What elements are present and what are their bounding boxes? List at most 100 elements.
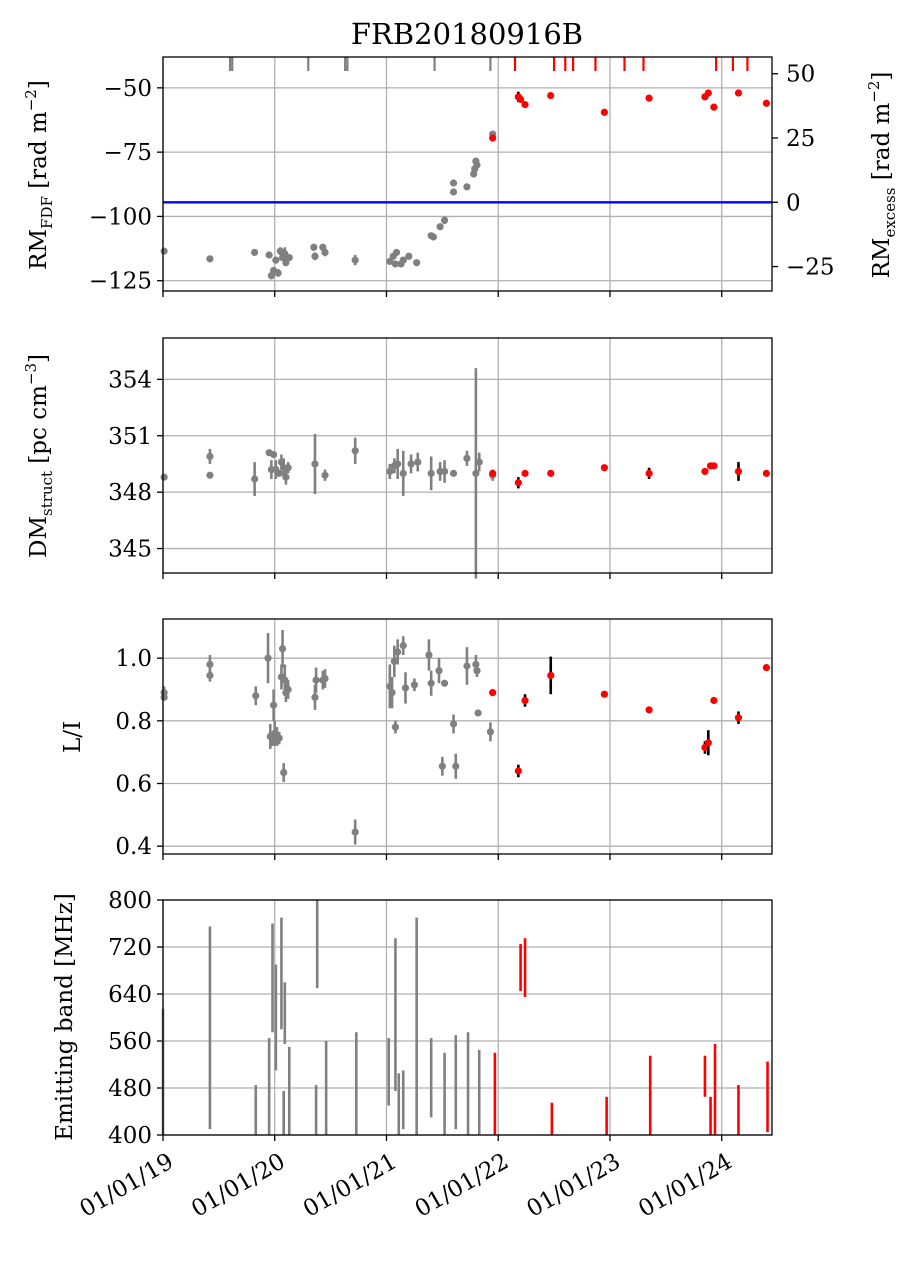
data-point-after xyxy=(704,739,712,747)
data-point-before xyxy=(251,248,259,257)
y-tick-label: −50 xyxy=(103,76,152,102)
chart-title: FRB20180916B xyxy=(351,17,583,51)
data-point-before xyxy=(440,467,449,476)
data-point-before xyxy=(391,723,400,731)
data-point-before xyxy=(414,458,422,466)
data-point-before xyxy=(449,720,458,728)
x-tick-label: 01/01/24 xyxy=(634,1149,736,1223)
data-point-after xyxy=(547,469,555,477)
data-point-before xyxy=(270,701,278,709)
data-point-before xyxy=(311,460,319,468)
dm-label-unit: [pc cm xyxy=(26,385,52,471)
rm-panel: −50 −75 −100 −125 50 25 0 −25 xyxy=(89,56,835,297)
li-axis-label: L/I xyxy=(60,721,86,753)
data-point-after xyxy=(514,479,522,487)
data-point-before xyxy=(321,248,329,257)
band-panel: 800 720 640 560 480 400 xyxy=(108,888,773,1149)
data-point-before xyxy=(206,660,214,669)
data-point-after xyxy=(704,89,712,97)
data-point-before xyxy=(251,475,259,483)
data-point-before xyxy=(463,662,471,670)
data-point-after xyxy=(762,99,771,107)
data-point-before xyxy=(321,471,329,479)
dm-panel: 354 351 348 345 xyxy=(108,337,773,579)
data-point-before xyxy=(474,709,482,717)
data-point-before xyxy=(206,471,214,479)
rm-label-exp: −2 xyxy=(22,89,40,111)
rm2-label-main: RM xyxy=(869,238,895,279)
data-point-after xyxy=(489,469,497,477)
dm-label-exp: −3 xyxy=(22,363,40,385)
data-point-before xyxy=(312,676,320,684)
data-point-before xyxy=(392,248,401,257)
data-point-before xyxy=(206,452,214,461)
data-point-before xyxy=(463,454,471,462)
data-point-before xyxy=(394,460,402,468)
x-tick-label: 01/01/19 xyxy=(76,1149,178,1223)
y-tick-label: −75 xyxy=(103,140,152,166)
data-point-before xyxy=(270,450,278,459)
rm-label-end: ] xyxy=(26,80,52,89)
data-point-before xyxy=(436,223,444,231)
data-point-before xyxy=(160,473,168,481)
dm-label-sub: struct xyxy=(38,471,56,516)
data-point-before xyxy=(449,188,458,196)
data-point-before xyxy=(410,681,419,689)
y-tick-label: 348 xyxy=(108,480,152,506)
data-point-before xyxy=(160,693,168,701)
x-tick-label: 01/01/22 xyxy=(411,1149,513,1223)
data-point-before xyxy=(438,762,446,770)
rm-excess-axis-label: RMexcess [rad m−2] xyxy=(865,72,899,279)
data-point-after xyxy=(645,469,653,477)
data-point-before xyxy=(310,243,318,251)
data-point-before xyxy=(285,253,293,262)
data-point-before xyxy=(280,768,288,777)
data-point-before xyxy=(275,469,283,477)
band-axis-label: Emitting band [MHz] xyxy=(52,893,78,1141)
data-point-before xyxy=(473,667,481,675)
date-axis-labels: 01/01/19 01/01/20 01/01/21 01/01/22 01/01/23… xyxy=(76,1149,737,1223)
data-point-after xyxy=(514,767,522,775)
data-point-before xyxy=(386,467,394,476)
data-point-before xyxy=(206,671,214,680)
data-point-after xyxy=(489,134,497,142)
data-point-before xyxy=(252,692,260,700)
data-point-before xyxy=(399,256,407,264)
rm2-label-unit: [rad m xyxy=(869,103,895,188)
data-point-after xyxy=(701,467,709,476)
data-point-before xyxy=(440,216,449,224)
dm-label-end: ] xyxy=(26,354,52,363)
data-point-before xyxy=(265,251,273,259)
y-tick-label: 0.6 xyxy=(115,772,152,798)
y-tick-label: 354 xyxy=(108,367,152,393)
data-point-before xyxy=(275,734,283,742)
y-tick-label: −100 xyxy=(89,204,152,230)
axes-frame xyxy=(162,618,773,855)
y-tick-label: 640 xyxy=(108,982,152,1008)
data-point-after xyxy=(710,103,718,111)
data-point-before xyxy=(391,260,400,268)
data-point-before xyxy=(264,654,272,662)
dm-label-main: DM xyxy=(26,516,52,558)
data-point-before xyxy=(321,674,329,683)
data-point-after xyxy=(547,91,555,100)
y-tick-label: 0.8 xyxy=(115,709,152,735)
data-point-before xyxy=(399,469,407,477)
data-point-after xyxy=(710,462,718,470)
data-point-before xyxy=(272,256,280,264)
data-point-before xyxy=(399,642,407,650)
li-panel: 1.0 0.8 0.6 0.4 xyxy=(115,618,773,860)
data-point-before xyxy=(449,469,458,477)
data-point-before xyxy=(427,469,435,477)
y2-tick-label: −25 xyxy=(786,255,835,281)
data-point-before xyxy=(311,252,319,260)
data-point-after xyxy=(762,469,771,477)
y-tick-label: 480 xyxy=(108,1076,152,1102)
data-point-before xyxy=(473,161,481,169)
dm-axis-label: DMstruct [pc cm−3] xyxy=(22,354,56,558)
y2-tick-label: 0 xyxy=(786,190,801,216)
data-point-before xyxy=(351,256,359,264)
data-point-after xyxy=(734,714,743,722)
axes-frame xyxy=(162,899,773,1136)
data-point-before xyxy=(472,469,480,477)
